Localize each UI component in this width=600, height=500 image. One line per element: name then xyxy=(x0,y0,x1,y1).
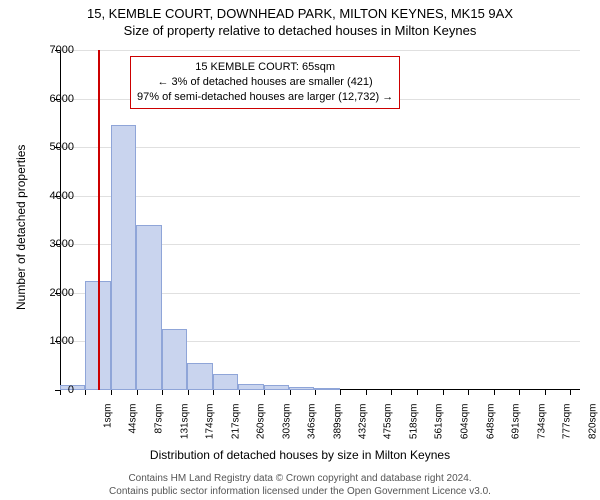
x-tick-label: 777sqm xyxy=(562,404,573,454)
x-tick-mark xyxy=(443,390,444,395)
y-tick-label: 3000 xyxy=(34,238,74,250)
x-tick-mark xyxy=(264,390,265,395)
footer-line-1: Contains HM Land Registry data © Crown c… xyxy=(0,473,600,484)
x-tick-mark xyxy=(213,390,214,395)
footer-line-2: Contains public sector information licen… xyxy=(0,486,600,497)
histogram-bar xyxy=(136,225,161,390)
x-tick-mark xyxy=(545,390,546,395)
x-tick-label: 820sqm xyxy=(587,404,598,454)
x-tick-mark xyxy=(366,390,367,395)
chart-container: 15, KEMBLE COURT, DOWNHEAD PARK, MILTON … xyxy=(0,0,600,500)
x-tick-mark xyxy=(290,390,291,395)
x-tick-label: 648sqm xyxy=(485,404,496,454)
y-tick-label: 6000 xyxy=(34,93,74,105)
x-tick-mark xyxy=(519,390,520,395)
histogram-bar xyxy=(213,374,238,391)
callout-box: 15 KEMBLE COURT: 65sqm ← 3% of detached … xyxy=(130,56,400,109)
x-tick-label: 432sqm xyxy=(357,404,368,454)
x-tick-mark xyxy=(494,390,495,395)
x-tick-label: 734sqm xyxy=(536,404,547,454)
x-tick-label: 303sqm xyxy=(281,404,292,454)
histogram-bar xyxy=(187,363,212,390)
x-tick-mark xyxy=(111,390,112,395)
x-tick-mark xyxy=(85,390,86,395)
x-tick-mark xyxy=(239,390,240,395)
x-tick-mark xyxy=(137,390,138,395)
x-tick-mark xyxy=(570,390,571,395)
x-tick-mark xyxy=(468,390,469,395)
histogram-bar xyxy=(314,388,339,390)
x-tick-label: 87sqm xyxy=(153,404,164,454)
histogram-bar xyxy=(289,387,314,390)
y-tick-label: 5000 xyxy=(34,141,74,153)
y-tick-label: 4000 xyxy=(34,190,74,202)
y-tick-label: 1000 xyxy=(34,335,74,347)
x-tick-label: 1sqm xyxy=(103,404,114,454)
histogram-bar xyxy=(111,125,136,390)
callout-line-2: ← 3% of detached houses are smaller (421… xyxy=(137,75,393,90)
x-tick-label: 44sqm xyxy=(128,404,139,454)
y-axis-label: Number of detached properties xyxy=(14,145,28,310)
x-tick-label: 389sqm xyxy=(332,404,343,454)
x-tick-mark xyxy=(315,390,316,395)
x-tick-mark xyxy=(188,390,189,395)
y-gridline xyxy=(60,147,580,148)
x-tick-label: 475sqm xyxy=(383,404,394,454)
chart-address-title: 15, KEMBLE COURT, DOWNHEAD PARK, MILTON … xyxy=(0,0,600,21)
x-tick-mark xyxy=(391,390,392,395)
histogram-bar xyxy=(238,384,263,390)
y-tick-label: 7000 xyxy=(34,44,74,56)
x-tick-label: 518sqm xyxy=(408,404,419,454)
x-tick-mark xyxy=(417,390,418,395)
reference-line xyxy=(98,50,100,390)
x-tick-label: 260sqm xyxy=(256,404,267,454)
callout-line-3: 97% of semi-detached houses are larger (… xyxy=(137,90,393,105)
x-tick-label: 174sqm xyxy=(205,404,216,454)
x-tick-label: 346sqm xyxy=(307,404,318,454)
x-tick-label: 561sqm xyxy=(434,404,445,454)
x-tick-label: 691sqm xyxy=(511,404,522,454)
callout-line-1: 15 KEMBLE COURT: 65sqm xyxy=(137,60,393,75)
y-tick-label: 0 xyxy=(34,384,74,396)
x-tick-mark xyxy=(162,390,163,395)
x-tick-label: 131sqm xyxy=(179,404,190,454)
chart-subtitle: Size of property relative to detached ho… xyxy=(0,21,600,38)
x-tick-label: 604sqm xyxy=(459,404,470,454)
histogram-bar xyxy=(162,329,187,390)
y-gridline xyxy=(60,50,580,51)
x-tick-mark xyxy=(340,390,341,395)
x-tick-label: 217sqm xyxy=(230,404,241,454)
y-gridline xyxy=(60,196,580,197)
histogram-bar xyxy=(264,385,289,390)
y-tick-label: 2000 xyxy=(34,287,74,299)
